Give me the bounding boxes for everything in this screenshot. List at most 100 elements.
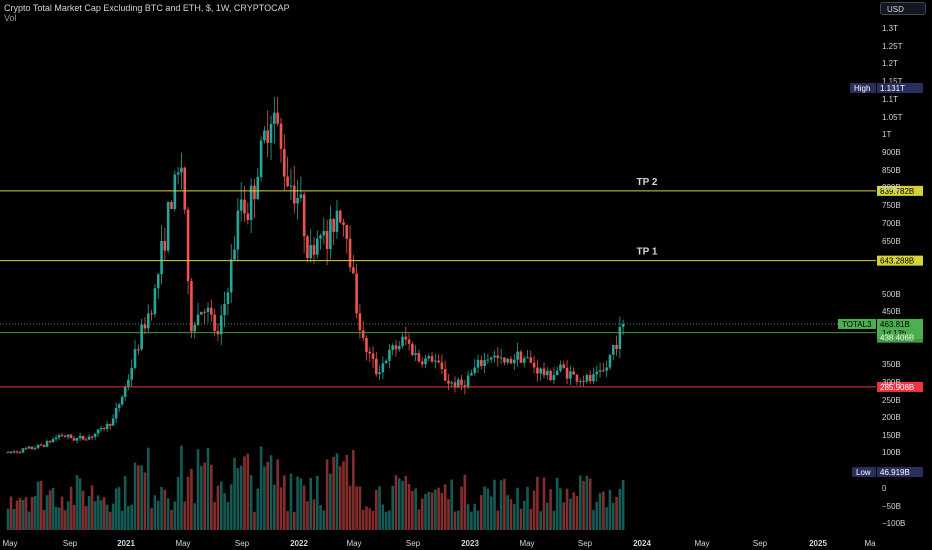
level-price-text: 643.288B xyxy=(880,257,914,266)
candle-body xyxy=(466,375,470,388)
y-tick-label: 1.2T xyxy=(882,59,898,68)
y-tick-label: −100B xyxy=(882,519,905,528)
volume-bar xyxy=(229,484,233,530)
candle-body xyxy=(440,362,444,370)
candle-body xyxy=(173,174,177,209)
volume-bar xyxy=(60,496,64,530)
candle-body xyxy=(273,112,276,124)
volume-bar xyxy=(483,486,486,530)
volume-bar xyxy=(219,481,223,530)
candle-body xyxy=(130,367,133,380)
volume-bar xyxy=(401,480,404,530)
candle-body xyxy=(176,172,180,175)
y-tick-label: 100B xyxy=(882,448,901,457)
y-tick-label: 700B xyxy=(882,219,901,228)
candle-body xyxy=(160,241,163,275)
volume-bar xyxy=(306,501,309,530)
volume-bar xyxy=(24,497,28,530)
candle-body xyxy=(283,148,286,177)
candle-body xyxy=(170,201,173,209)
currency-button[interactable]: USD xyxy=(880,2,926,15)
level-price-badge xyxy=(877,185,923,196)
volume-bar xyxy=(54,506,58,530)
candle-body xyxy=(213,314,216,331)
volume-bar xyxy=(509,499,513,530)
candle-body xyxy=(143,324,147,329)
y-tick-label: 850B xyxy=(882,166,901,175)
candle-body xyxy=(384,360,388,364)
level-price-text: 285.908B xyxy=(880,383,914,392)
horizontal-lines: TP 2 839.782B TP 1 643.288B 285.908B xyxy=(0,177,923,392)
candle-body xyxy=(219,315,223,335)
candle-body xyxy=(253,185,256,200)
candle-body xyxy=(226,292,230,304)
level-label: TP 1 xyxy=(637,247,658,258)
candle-body xyxy=(407,339,411,344)
candle-body xyxy=(355,273,358,314)
volume-bar xyxy=(296,476,299,530)
volume-bar xyxy=(506,495,509,530)
volume-bar xyxy=(239,465,243,530)
candle-body xyxy=(499,357,503,359)
volume-bar xyxy=(608,489,612,530)
volume-bar xyxy=(585,475,589,530)
volume-bar xyxy=(361,509,365,530)
candle-body xyxy=(312,245,316,255)
y-tick-label: 800B xyxy=(882,183,901,192)
volume-bar xyxy=(114,488,118,530)
candle-body xyxy=(456,379,460,388)
candle-body xyxy=(163,241,167,251)
volume-bar xyxy=(256,488,260,530)
volume-bar xyxy=(315,475,319,530)
low-tag xyxy=(852,467,876,477)
volume-bar xyxy=(286,511,289,530)
volume-bar xyxy=(18,497,22,530)
volume-bar xyxy=(335,453,339,530)
candle-body xyxy=(602,370,605,372)
x-tick-label: 2024 xyxy=(633,539,651,548)
candle-body xyxy=(496,355,500,358)
volume-bar xyxy=(575,496,579,530)
volume-bar xyxy=(203,462,206,530)
x-tick-label: 2022 xyxy=(290,539,308,548)
x-tick-label: May xyxy=(519,539,534,548)
candle-body xyxy=(434,360,437,362)
candle-body xyxy=(60,435,64,437)
volume-bar xyxy=(489,496,493,530)
candle-body xyxy=(210,307,213,315)
candle-body xyxy=(78,435,82,439)
x-tick-label: Ma xyxy=(864,539,876,548)
candle-body xyxy=(236,210,240,250)
volume-bar xyxy=(453,511,457,530)
x-tick-label: Sep xyxy=(235,539,250,548)
candle-body xyxy=(127,379,130,387)
level-price-badge xyxy=(877,255,923,266)
candle-body xyxy=(123,386,127,397)
x-tick-label: May xyxy=(2,539,17,548)
candle-body xyxy=(309,245,313,259)
volume-bar xyxy=(269,455,273,530)
volume-bar xyxy=(578,475,582,530)
volume-bar xyxy=(127,506,130,530)
volume-bar xyxy=(223,493,226,530)
volume-bar xyxy=(302,485,306,530)
candle-body xyxy=(243,199,246,214)
volume-bar xyxy=(90,485,94,530)
candle-body xyxy=(529,357,533,363)
volume-bar xyxy=(72,504,76,530)
volume-bar xyxy=(391,485,394,530)
volume-bar xyxy=(156,500,160,530)
y-tick-label: 150B xyxy=(882,431,901,440)
candle-body xyxy=(552,375,556,380)
candle-body xyxy=(430,356,434,362)
volume-bar xyxy=(388,510,391,530)
volume-bar xyxy=(146,447,150,530)
y-tick-label: 200B xyxy=(882,413,901,422)
candle-body xyxy=(427,356,431,359)
volume-bar xyxy=(397,478,401,530)
x-axis: May Sep 2021 May Sep 2022 May Sep 2023 May Sep 2024… xyxy=(2,539,876,548)
candle-body xyxy=(414,353,417,355)
candle-body xyxy=(206,307,210,313)
candle-body xyxy=(562,364,566,368)
